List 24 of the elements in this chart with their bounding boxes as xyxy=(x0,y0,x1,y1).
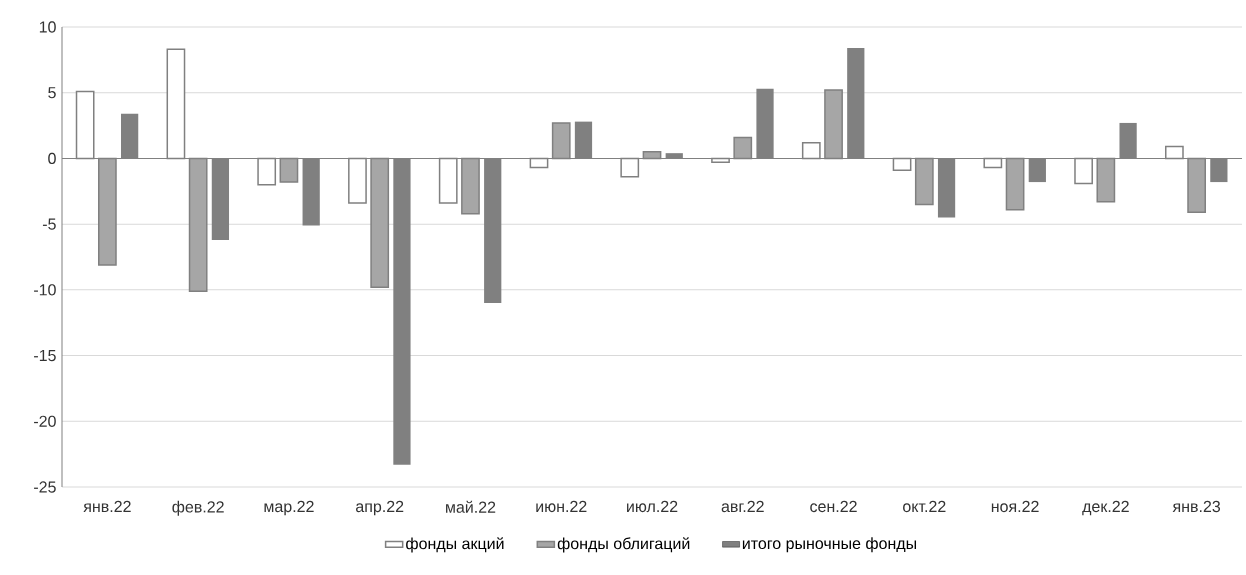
y-tick-label: 10 xyxy=(39,21,56,33)
y-tick-label: -5 xyxy=(42,218,56,230)
y-tick-label: 0 xyxy=(48,152,56,165)
legend-label: фонды акций xyxy=(406,537,504,553)
legend-label: итого рыночные фонды xyxy=(742,537,917,553)
y-tick-label: 5 xyxy=(48,87,56,99)
y-tick-label: -10 xyxy=(34,284,56,296)
y-tick-label: -15 xyxy=(34,349,56,362)
x-tick-label: янв.23 xyxy=(1172,500,1221,513)
x-tick-label: фев.22 xyxy=(172,500,224,516)
x-tick-label: июн.22 xyxy=(536,500,587,513)
y-tick-label: -20 xyxy=(34,415,56,427)
x-tick-label: июл.22 xyxy=(627,500,678,513)
legend-label: фонды облигаций xyxy=(557,537,690,553)
y-tick-label: -25 xyxy=(34,481,56,493)
x-tick-label: авг.22 xyxy=(721,500,764,513)
x-tick-label: ноя.22 xyxy=(991,500,1039,513)
x-tick-label: май.22 xyxy=(446,500,496,513)
x-tick-label: апр.22 xyxy=(356,500,404,516)
x-tick-label: янв.22 xyxy=(83,500,131,512)
x-tick-label: окт.22 xyxy=(903,500,946,513)
x-tick-label: сен.22 xyxy=(810,500,857,513)
x-tick-label: мар.22 xyxy=(264,500,314,516)
x-tick-label: дек.22 xyxy=(1082,500,1129,516)
